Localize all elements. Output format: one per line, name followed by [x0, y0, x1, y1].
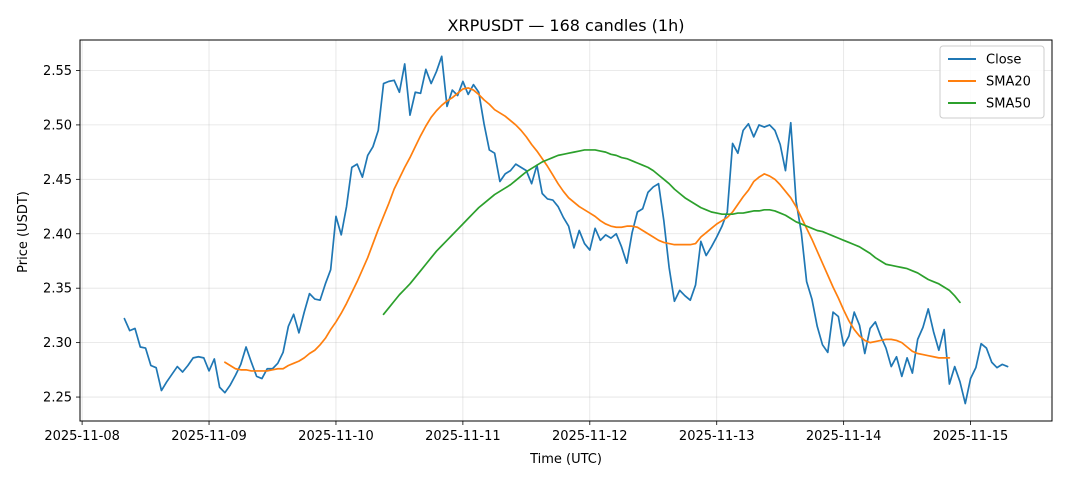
series-line-sma50: [382, 149, 961, 316]
y-tick-label: 2.55: [43, 64, 72, 79]
series-line-sma20: [224, 87, 951, 372]
x-tick-label: 2025-11-13: [679, 429, 755, 444]
legend-label: Close: [986, 53, 1021, 68]
x-tick-label: 2025-11-15: [933, 429, 1009, 444]
y-tick-label: 2.45: [43, 173, 72, 188]
y-axis-title: Price (USDT): [16, 191, 31, 273]
legend-label: SMA50: [986, 97, 1031, 112]
x-tick-label: 2025-11-10: [298, 429, 374, 444]
x-tick-label: 2025-11-08: [44, 429, 120, 444]
legend-label: SMA20: [986, 75, 1031, 90]
y-tick-label: 2.35: [43, 282, 72, 297]
x-axis-ticks: 2025-11-08 2025-11-09 2025-11-10 2025-11-11…: [44, 421, 1008, 444]
y-tick-label: 2.50: [43, 118, 72, 133]
x-axis-title: Time (UTC): [529, 452, 602, 467]
plot-area-frame: [79, 39, 1053, 422]
y-tick-label: 2.40: [43, 227, 72, 242]
chart-title: XRPUSDT — 168 candles (1h): [448, 16, 685, 35]
y-axis-ticks: 2.25 2.30 2.35 2.40 2.45 2.50 2.55: [43, 64, 80, 406]
legend-box: [939, 45, 1045, 119]
x-tick-label: 2025-11-12: [552, 429, 628, 444]
series-line-close: [123, 55, 1009, 405]
y-tick-label: 2.30: [43, 336, 72, 351]
series-lines: [123, 55, 1009, 405]
y-tick-label: 2.25: [43, 391, 72, 406]
x-tick-label: 2025-11-11: [425, 429, 501, 444]
grid-lines: [80, 40, 1052, 421]
x-tick-label: 2025-11-14: [806, 429, 882, 444]
chart-legend: Close SMA20 SMA50: [939, 45, 1045, 119]
x-tick-label: 2025-11-09: [171, 429, 247, 444]
